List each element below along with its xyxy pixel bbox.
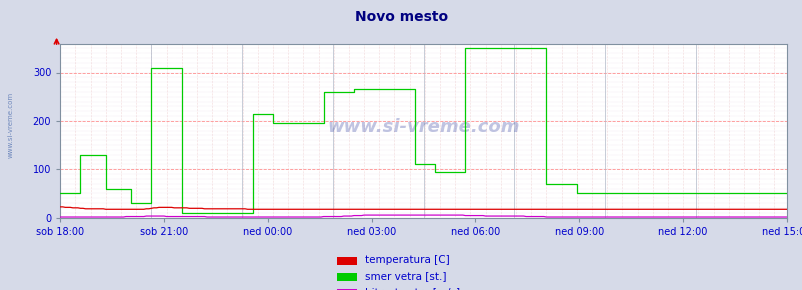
Text: hitrost vetra [m/s]: hitrost vetra [m/s] [365, 287, 460, 290]
Text: smer vetra [st.]: smer vetra [st.] [365, 271, 446, 281]
Text: www.si-vreme.com: www.si-vreme.com [7, 92, 14, 158]
Text: www.si-vreme.com: www.si-vreme.com [327, 118, 519, 136]
Text: Novo mesto: Novo mesto [354, 10, 448, 24]
Text: temperatura [C]: temperatura [C] [365, 255, 450, 265]
